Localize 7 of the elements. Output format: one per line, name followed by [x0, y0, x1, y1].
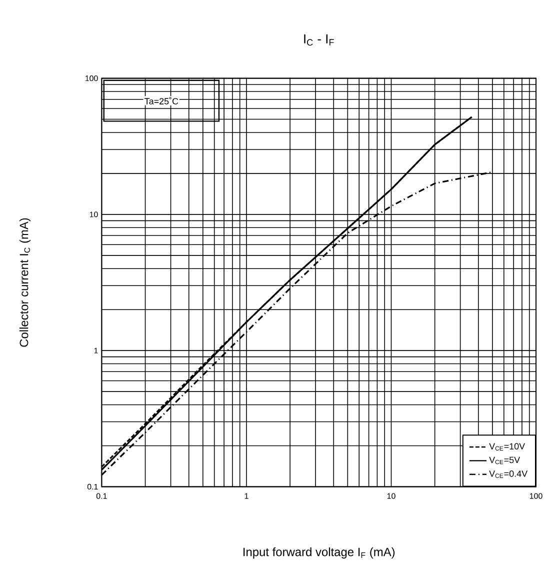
annotation: Ta=25˚C	[144, 97, 178, 104]
y-axis-title: Collector current I$_{C}$ (mA)	[19, 218, 31, 347]
chart-title: I$_{C}$ - I$_{F}$	[304, 34, 334, 46]
legend-label: V$_{CE}$=0.4V	[489, 470, 528, 478]
legend-label: V$_{CE}$=10V	[489, 443, 525, 451]
x-axis-title: Input forward voltage I$_{F}$ (mA)	[244, 547, 395, 559]
legend-label: V$_{CE}$=5V	[489, 456, 520, 464]
